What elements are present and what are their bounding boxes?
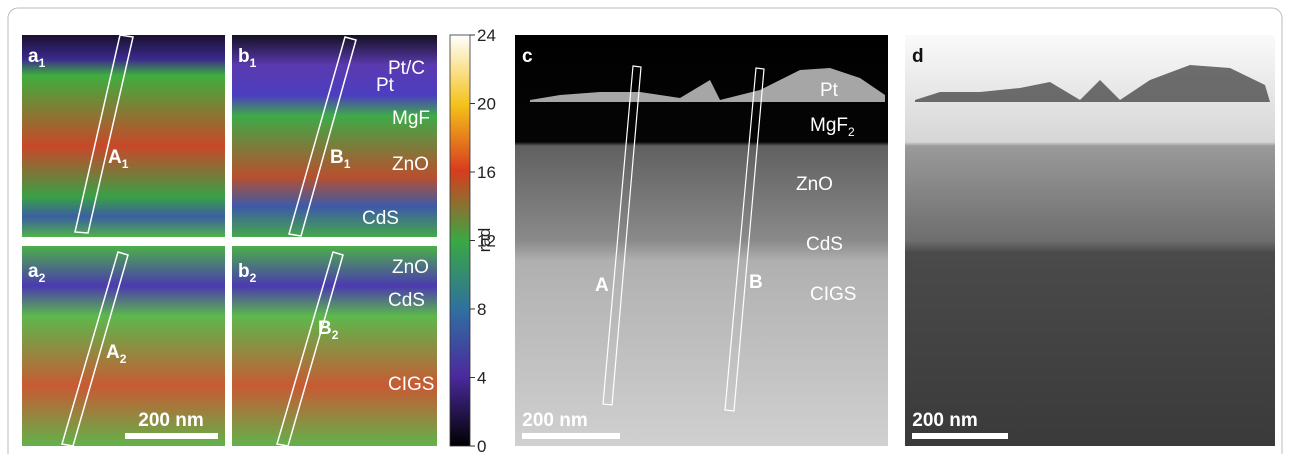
panel-label: d (912, 46, 924, 67)
box (602, 65, 642, 406)
layer-label: ZnO (392, 154, 429, 175)
map-image (232, 246, 437, 446)
box (724, 67, 765, 412)
scale-bar (125, 433, 218, 439)
layer-label: Pt/C (388, 58, 425, 79)
scale-bar (522, 433, 620, 439)
label: A (108, 147, 122, 168)
panel-b2: b2 B2 ZnO CdS CIGS (232, 246, 437, 447)
label-sub: 2 (120, 352, 127, 366)
label: B (318, 318, 332, 339)
box (288, 36, 357, 237)
layer-label: ZnO (796, 174, 833, 195)
label-sub: 1 (250, 56, 257, 70)
frame (7, 7, 1283, 459)
layer-label: CIGS (388, 374, 434, 395)
layer-label: CdS (388, 290, 425, 311)
box-label: B1 (330, 147, 351, 171)
label-sub: 2 (250, 271, 257, 285)
box-label: B (749, 272, 763, 293)
box-label: A (595, 275, 609, 296)
panel-b1: b1 B1 Pt/C Pt MgF ZnO CdS (232, 35, 437, 237)
label-sub: 1 (122, 157, 129, 171)
layer-label: Pt (376, 75, 395, 96)
layer-label: ZnO (392, 257, 429, 278)
tick-label: 12 (477, 232, 496, 251)
layer-label: Pt (820, 80, 839, 101)
tick-label: 0 (477, 437, 486, 454)
map-image (22, 35, 225, 237)
panel-label: a1 (28, 46, 46, 70)
layer-label: MgF2 (810, 115, 855, 139)
box-label: A1 (108, 147, 129, 171)
label-sub: 2 (848, 125, 855, 139)
tick-label: 24 (477, 26, 496, 45)
box (276, 251, 344, 447)
label: a (28, 46, 39, 67)
scale-bar (912, 433, 1008, 439)
pt-particles (915, 65, 1270, 102)
tick-label: 20 (477, 95, 496, 114)
scale-bar-label: 200 nm (912, 410, 977, 431)
label-sub: 2 (39, 271, 46, 285)
scale-bar-label: 200 nm (138, 410, 203, 431)
box (74, 34, 134, 234)
label-sub: 1 (344, 157, 351, 171)
colorbar-label: rad (475, 228, 494, 253)
layer-label: CdS (806, 234, 843, 255)
map-image (22, 246, 225, 446)
panel-c: c Pt MgF2 ZnO CdS CIGS A B 200 nm (515, 35, 888, 446)
panel-label: c (522, 46, 533, 67)
label-sub: 2 (332, 328, 339, 342)
label: b (238, 261, 250, 282)
box-label: B2 (318, 318, 339, 342)
panel-label: b1 (238, 46, 257, 70)
label: a (28, 261, 39, 282)
scale-bar-label: 200 nm (522, 410, 587, 431)
pt-particles (530, 68, 885, 102)
panel-a2: a2 A2 200 nm (22, 246, 225, 447)
tick-label: 16 (477, 163, 496, 182)
colorbar: rad 0 4 8 12 16 20 24 (449, 26, 496, 456)
panel-label: b2 (238, 261, 257, 285)
panel-label: a2 (28, 261, 46, 285)
panel-a1: a1 A1 (22, 34, 225, 237)
label: A (106, 342, 120, 363)
box (61, 251, 129, 447)
box-label: A2 (106, 342, 127, 366)
haadf-image (515, 35, 888, 446)
colorbar-gradient (449, 34, 471, 447)
label: MgF (810, 115, 848, 136)
layer-label: CdS (362, 208, 399, 229)
panel-d: d 200 nm (905, 35, 1275, 446)
label-sub: 1 (39, 56, 46, 70)
label: b (238, 46, 250, 67)
bf-image (905, 35, 1275, 446)
tick-label: 4 (477, 369, 486, 388)
layer-label: MgF (392, 108, 430, 129)
map-image (232, 35, 437, 237)
label: B (330, 147, 344, 168)
tick-label: 8 (477, 300, 486, 319)
layer-label: CIGS (810, 284, 856, 305)
